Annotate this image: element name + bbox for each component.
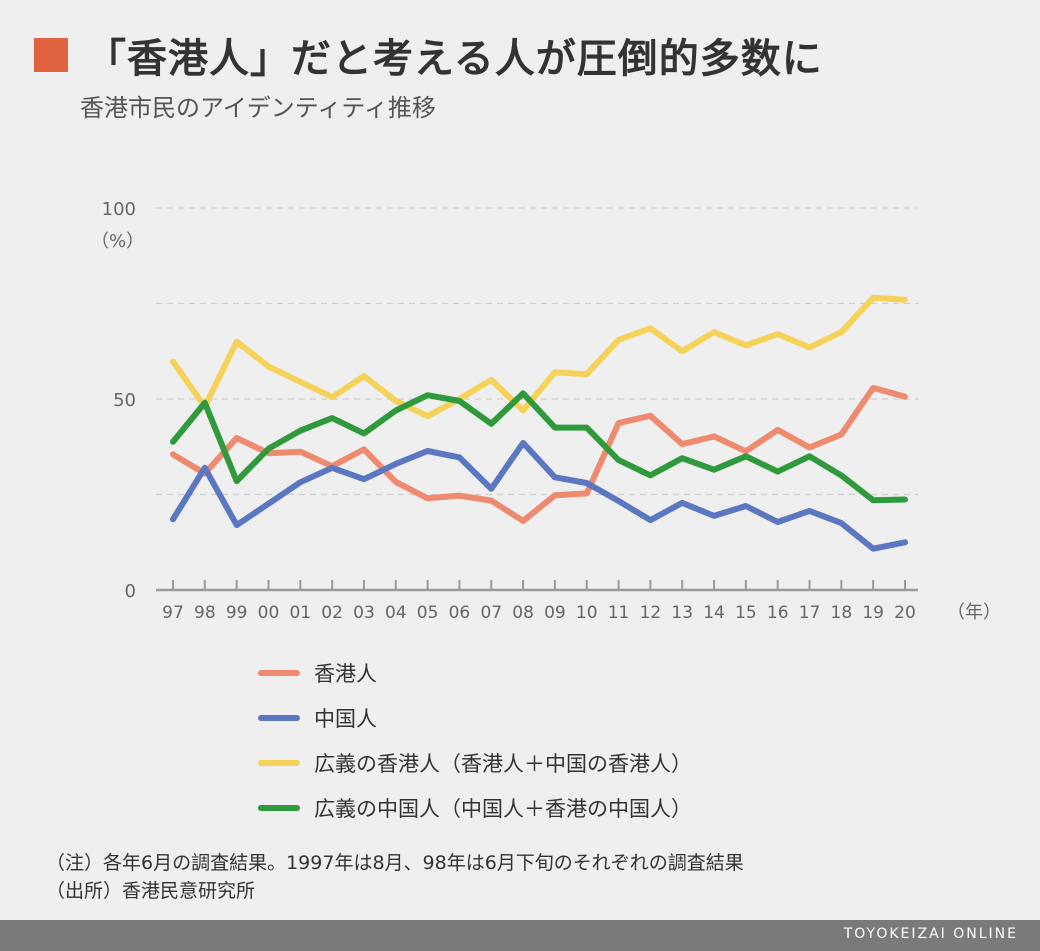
- legend-label: 香港人: [314, 661, 377, 686]
- x-tick-label: 07: [480, 603, 502, 623]
- x-tick-label: 18: [831, 603, 853, 623]
- y-tick-label: 100: [102, 199, 136, 220]
- legend-item-chinese: 中国人: [258, 695, 692, 740]
- x-tick-label: 05: [417, 603, 439, 623]
- x-tick-label: 00: [258, 603, 280, 623]
- title-block: 「香港人」だと考える人が圧倒的多数に: [34, 26, 823, 84]
- x-tick-label: 15: [735, 603, 757, 623]
- series-line-0: [170, 384, 908, 524]
- footer-brand: TOYOKEIZAI ONLINE: [843, 926, 1018, 942]
- legend: 香港人 中国人 広義の香港人（香港人＋中国の香港人） 広義の中国人（中国人＋香港…: [258, 650, 692, 830]
- y-tick-label: 50: [113, 390, 136, 411]
- title-accent-square: [34, 38, 68, 72]
- legend-item-hongkonger: 香港人: [258, 650, 692, 695]
- x-tick-label: 98: [194, 603, 216, 623]
- y-axis-unit: （%）: [91, 231, 144, 252]
- legend-swatch: [258, 669, 300, 676]
- x-tick-label: 01: [289, 603, 311, 623]
- legend-label: 広義の中国人（中国人＋香港の中国人）: [314, 796, 692, 821]
- x-tick-label: 14: [703, 603, 725, 623]
- footer-bar: TOYOKEIZAI ONLINE: [0, 920, 1040, 951]
- x-tick-label: 16: [767, 603, 789, 623]
- series-line-2: [170, 294, 908, 420]
- chart-subtitle: 香港市民のアイデンティティ推移: [80, 94, 436, 122]
- legend-item-broad-hongkonger: 広義の香港人（香港人＋中国の香港人）: [258, 740, 692, 785]
- series-line-3: [170, 390, 908, 504]
- x-tick-label: 09: [544, 603, 566, 623]
- legend-swatch: [258, 714, 300, 721]
- legend-swatch: [258, 759, 300, 766]
- x-tick-label: 10: [576, 603, 598, 623]
- x-tick-label: 03: [353, 603, 375, 623]
- x-tick-label: 97: [162, 603, 184, 623]
- x-tick-label: 12: [640, 603, 662, 623]
- y-tick-label: 0: [125, 581, 136, 602]
- line-chart: 0 50 100 （%） 97 98 99 00 01 02 03 04 05 06 07 08 09 10 11 1…: [91, 199, 1001, 623]
- x-tick-label: 08: [512, 603, 534, 623]
- chart-note: （注）各年6月の調査結果。1997年は8月、98年は6月下旬のそれぞれの調査結果: [46, 852, 744, 874]
- x-tick-label: 13: [671, 603, 693, 623]
- x-tick-label: 17: [799, 603, 821, 623]
- legend-item-broad-chinese: 広義の中国人（中国人＋香港の中国人）: [258, 785, 692, 830]
- x-axis-unit: （年）: [947, 602, 1001, 623]
- x-tick-label: 19: [862, 603, 884, 623]
- chart-title: 「香港人」だと考える人が圧倒的多数に: [86, 36, 823, 82]
- x-tick-label: 11: [608, 603, 630, 623]
- legend-label: 中国人: [314, 706, 377, 731]
- x-tick-label: 04: [385, 603, 407, 623]
- legend-label: 広義の香港人（香港人＋中国の香港人）: [314, 751, 692, 776]
- series-line-1: [170, 439, 908, 552]
- x-tick-label: 06: [449, 603, 471, 623]
- x-tick-label: 02: [321, 603, 343, 623]
- chart-source: （出所）香港民意研究所: [46, 880, 256, 902]
- x-tick-label: 20: [894, 603, 916, 623]
- x-tick-label: 99: [226, 603, 248, 623]
- legend-swatch: [258, 804, 300, 811]
